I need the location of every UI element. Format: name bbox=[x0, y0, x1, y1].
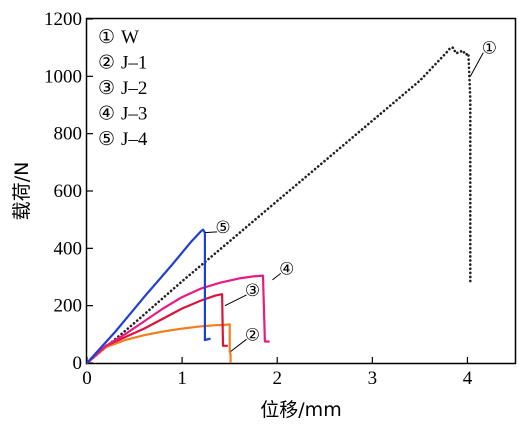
series-2-callout-leader bbox=[230, 338, 247, 352]
series-5-line bbox=[86, 228, 211, 364]
legend-label: J–1 bbox=[121, 53, 147, 74]
series-2-line bbox=[86, 323, 232, 364]
y-tick-label: 1200 bbox=[44, 9, 82, 30]
legend-marker: ④ bbox=[98, 104, 115, 125]
series-1-line bbox=[85, 46, 472, 365]
series-4-callout-leader bbox=[272, 273, 282, 281]
x-tick-label: 1 bbox=[177, 368, 187, 389]
series-1-callout-leader bbox=[469, 52, 484, 77]
series-2-callout-label: ② bbox=[245, 325, 260, 344]
x-tick-label: 0 bbox=[82, 368, 92, 389]
series-layer bbox=[85, 46, 472, 365]
y-axis-title: 载荷/N bbox=[11, 162, 33, 221]
y-tick-label: 200 bbox=[54, 296, 83, 317]
series-3-callout-label: ③ bbox=[245, 281, 260, 300]
legend-marker: ⑤ bbox=[98, 129, 115, 150]
y-tick-label: 600 bbox=[54, 181, 83, 202]
y-tick-label: 1000 bbox=[44, 66, 82, 87]
y-axis: 0 200 400 600 800 1000 1200 bbox=[44, 9, 93, 374]
legend-label: J–2 bbox=[121, 78, 147, 99]
series-3-line bbox=[86, 293, 228, 364]
legend-label: W bbox=[121, 27, 139, 48]
legend-marker: ① bbox=[98, 27, 115, 48]
legend-marker: ③ bbox=[98, 78, 115, 99]
legend-marker: ② bbox=[98, 53, 115, 74]
plot-frame bbox=[85, 17, 517, 365]
x-axis: 0 1 2 3 4 bbox=[82, 357, 473, 389]
legend-label: J–4 bbox=[121, 129, 148, 150]
series-4-callout-label: ④ bbox=[279, 259, 294, 278]
y-tick-label: 800 bbox=[54, 124, 83, 145]
legend-label: J–3 bbox=[121, 104, 147, 125]
x-tick-label: 3 bbox=[368, 368, 378, 389]
series-5-callout-label: ⑤ bbox=[215, 218, 230, 237]
y-tick-label: 0 bbox=[73, 353, 83, 374]
y-tick-label: 400 bbox=[54, 238, 83, 259]
x-tick-label: 2 bbox=[272, 368, 282, 389]
x-axis-title: 位移/mm bbox=[260, 399, 341, 421]
series-3-callout-leader bbox=[224, 294, 247, 307]
legend: ① W② J–1 ③ J–2 ④ J–3 ⑤ J–4 bbox=[98, 27, 148, 150]
series-5-callout-leader bbox=[204, 231, 218, 234]
x-tick-label: 4 bbox=[463, 368, 473, 389]
callout-layer: ① ② ③④ ⑤ bbox=[204, 39, 497, 352]
series-4-line bbox=[86, 274, 270, 364]
series-1-callout-label: ① bbox=[482, 39, 497, 58]
